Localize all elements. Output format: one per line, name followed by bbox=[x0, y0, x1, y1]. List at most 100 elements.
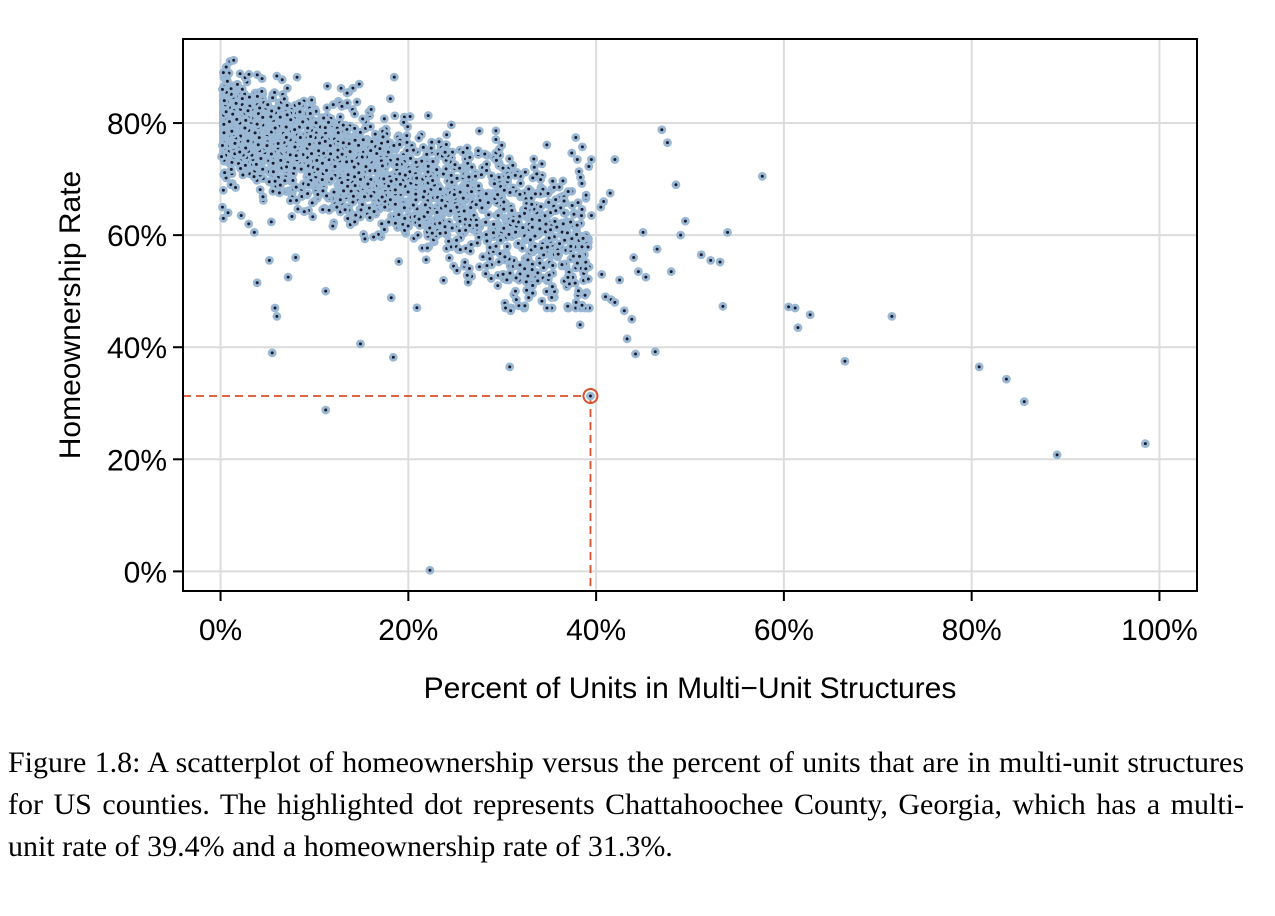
scatter-point bbox=[491, 135, 501, 144]
scatter-point bbox=[231, 98, 241, 108]
scatter-point bbox=[392, 160, 402, 170]
scatter-point bbox=[633, 267, 643, 276]
scatter-point bbox=[223, 76, 232, 86]
scatter-point bbox=[423, 207, 433, 217]
scatter-point bbox=[570, 278, 580, 288]
scatter-point bbox=[478, 252, 488, 262]
scatter-point bbox=[263, 100, 273, 110]
scatter-point bbox=[505, 362, 515, 372]
point-cloud bbox=[218, 68, 594, 313]
scatter-point bbox=[303, 180, 313, 190]
scatter-point bbox=[267, 106, 277, 116]
scatter-point bbox=[241, 115, 251, 125]
scatter-point bbox=[491, 126, 501, 136]
scatter-point bbox=[294, 99, 304, 108]
scatter-point bbox=[420, 186, 429, 196]
scatter-point bbox=[369, 207, 379, 216]
scatter-point bbox=[308, 212, 318, 222]
scatter-point bbox=[680, 216, 690, 226]
scatter-point bbox=[521, 277, 531, 287]
scatter-point bbox=[386, 293, 396, 303]
scatter-point bbox=[793, 323, 803, 333]
scatter-point bbox=[535, 224, 545, 234]
scatter-point bbox=[575, 251, 584, 261]
scatter-point bbox=[526, 235, 535, 245]
scatter-point bbox=[295, 107, 305, 117]
scatter-point bbox=[489, 228, 498, 238]
scatter-point bbox=[650, 347, 660, 357]
scatter-point bbox=[532, 169, 542, 179]
scatter-point bbox=[272, 71, 282, 81]
scatter-point bbox=[631, 349, 640, 359]
scatter-point bbox=[520, 301, 530, 311]
scatter-point bbox=[444, 236, 454, 246]
scatter-point bbox=[718, 301, 728, 311]
scatter-point bbox=[262, 141, 272, 150]
scatter-point bbox=[335, 112, 345, 122]
scatter-point bbox=[472, 220, 482, 230]
scatter-point bbox=[571, 133, 581, 142]
scatter-point bbox=[235, 147, 245, 157]
scatter-point bbox=[541, 219, 551, 229]
scatter-point bbox=[249, 172, 259, 182]
scatter-point bbox=[414, 214, 424, 224]
y-tick-label: 20% bbox=[107, 444, 167, 477]
scatter-point bbox=[475, 262, 484, 272]
scatter-point bbox=[366, 122, 375, 132]
scatter-point bbox=[218, 185, 228, 195]
scatter-point bbox=[715, 257, 725, 267]
scatter-point bbox=[218, 141, 227, 150]
scatter-point bbox=[282, 83, 292, 93]
scatter-point bbox=[577, 242, 587, 252]
scatter-point bbox=[638, 227, 648, 237]
scatter-point bbox=[542, 303, 552, 313]
scatter-point bbox=[402, 131, 412, 140]
scatter-point bbox=[558, 176, 568, 186]
scatter-point bbox=[307, 198, 317, 208]
scatter-point bbox=[440, 147, 450, 157]
scatter-point bbox=[518, 223, 528, 233]
scatter-point bbox=[420, 200, 430, 210]
scatter-point bbox=[223, 208, 233, 218]
scatter-point bbox=[243, 106, 253, 116]
scatter-point bbox=[357, 152, 367, 162]
scatter-point bbox=[258, 164, 268, 174]
scatter-point bbox=[666, 267, 676, 276]
scatter-point bbox=[577, 300, 587, 310]
scatter-point bbox=[657, 125, 667, 135]
scatter-point bbox=[482, 236, 492, 246]
scatter-point bbox=[528, 288, 538, 298]
scatter-point bbox=[537, 159, 547, 169]
scatter-point bbox=[321, 405, 331, 415]
scatter-point bbox=[377, 219, 387, 229]
scatter-point bbox=[226, 164, 236, 174]
scatter-point bbox=[508, 160, 518, 170]
scatter-point bbox=[474, 126, 484, 136]
scatter-point bbox=[220, 168, 230, 178]
scatter-point bbox=[790, 303, 800, 313]
scatter-point bbox=[572, 258, 582, 268]
scatter-point bbox=[493, 190, 503, 200]
scatter-point bbox=[240, 123, 250, 133]
scatter-point bbox=[421, 255, 431, 265]
scatter-point bbox=[255, 185, 265, 195]
scatter-point bbox=[332, 202, 342, 212]
scatter-point bbox=[268, 93, 278, 103]
x-tick-label: 0% bbox=[199, 614, 242, 647]
scatter-point bbox=[516, 179, 525, 188]
scatter-point bbox=[559, 196, 569, 206]
scatter-point bbox=[449, 190, 459, 200]
scatter-point bbox=[378, 161, 387, 171]
scatter-point bbox=[337, 149, 347, 159]
scatter-point bbox=[520, 209, 529, 218]
scatter-point bbox=[577, 142, 587, 152]
scatter-point bbox=[400, 170, 410, 180]
scatter-point bbox=[282, 162, 291, 172]
scatter-point bbox=[706, 255, 716, 265]
scatter-point bbox=[467, 187, 476, 196]
scatter-point bbox=[354, 79, 364, 89]
scatter-point bbox=[237, 84, 247, 94]
scatter-point bbox=[252, 278, 262, 288]
scatter-point bbox=[422, 243, 432, 253]
scatter-point bbox=[299, 207, 309, 216]
